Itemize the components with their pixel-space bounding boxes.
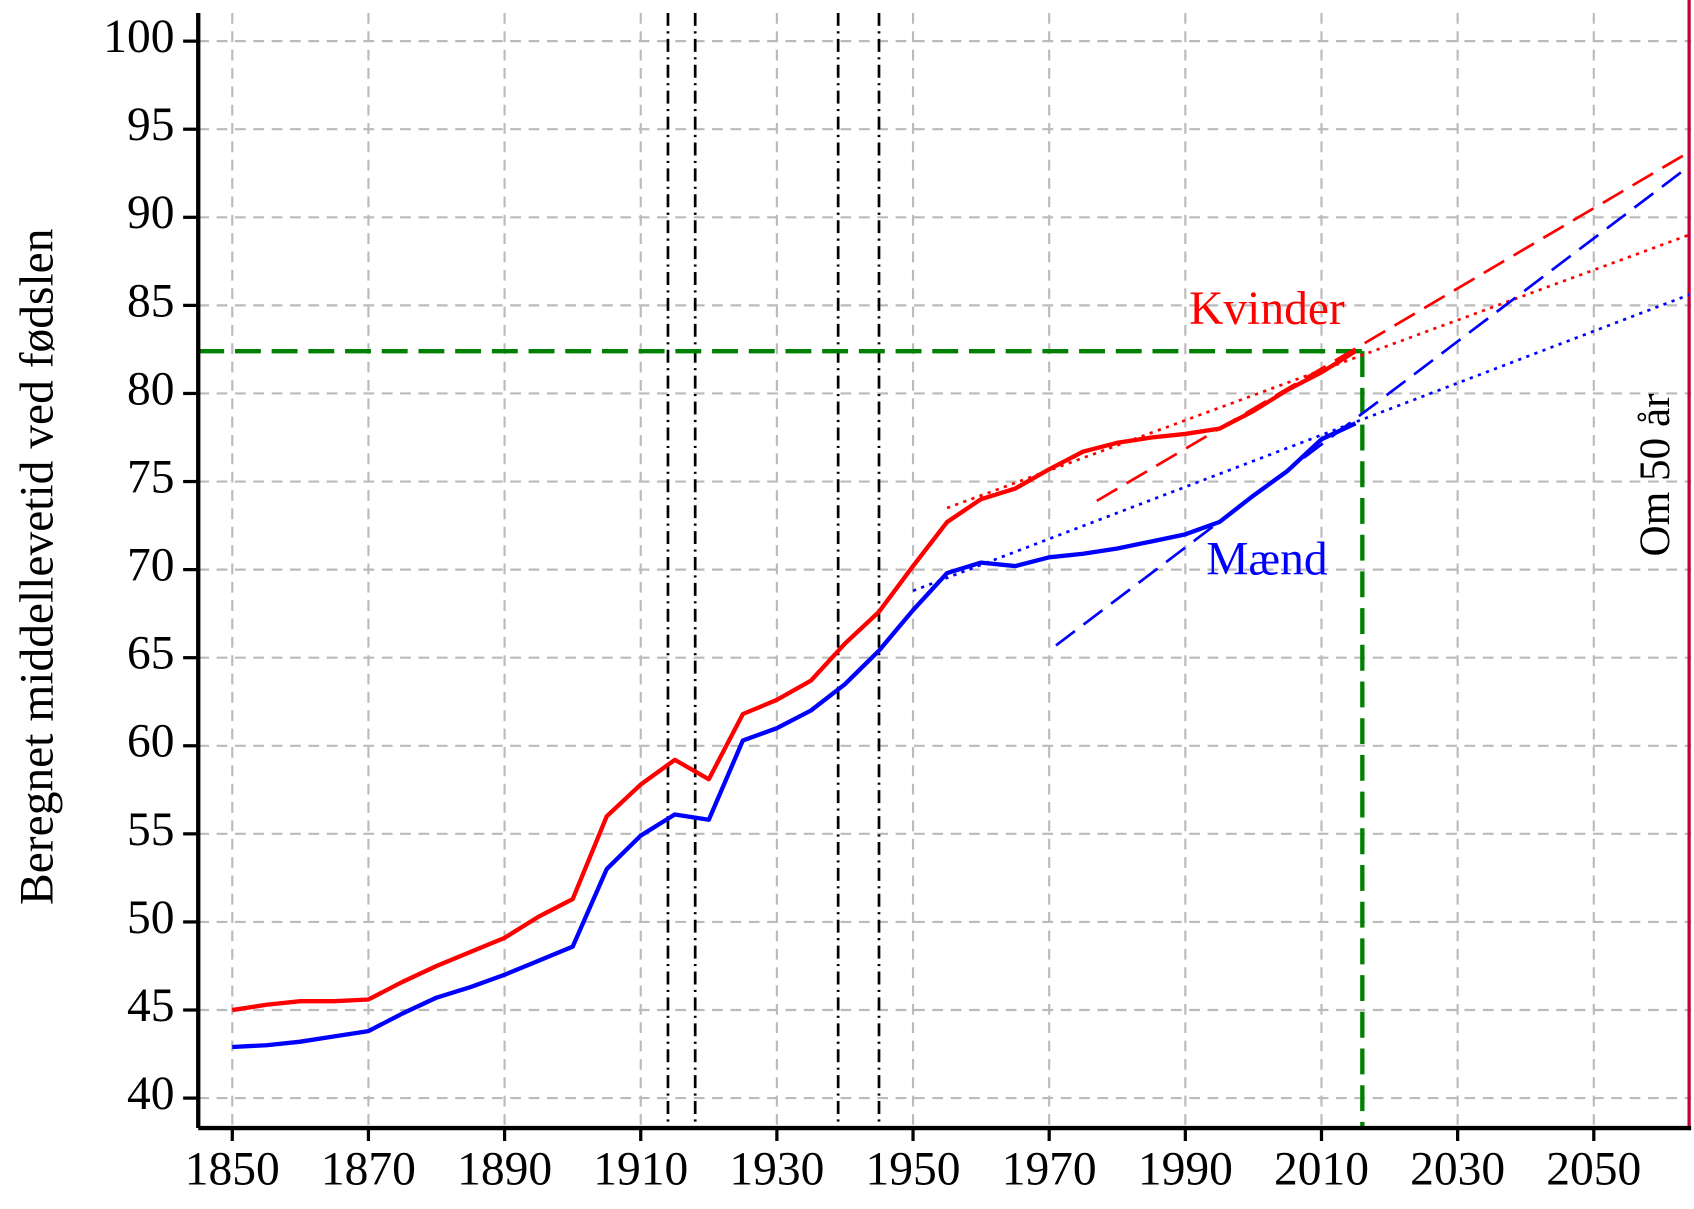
y-tick-label: 95	[127, 99, 174, 151]
x-tick-label: 1850	[185, 1143, 280, 1195]
y-tick-label: 90	[127, 187, 174, 239]
horizon-label: Om 50 år	[1632, 393, 1679, 556]
y-tick-label: 55	[127, 804, 174, 856]
trend-line	[1055, 165, 1690, 647]
y-tick-label: 85	[127, 275, 174, 327]
x-tick-label: 2050	[1546, 1143, 1641, 1195]
series-line	[231, 349, 1357, 1013]
y-tick-label: 80	[127, 363, 174, 415]
y-tick-label: 65	[127, 628, 174, 680]
y-axis-label: Beregnet middellevetid ved fødslen	[12, 228, 64, 905]
y-tick-label: 50	[127, 892, 174, 944]
y-tick-label: 45	[127, 980, 174, 1032]
y-tick-label: 100	[103, 11, 174, 63]
x-tick-label: 1890	[457, 1143, 552, 1195]
x-tick-label: 1930	[729, 1143, 824, 1195]
x-tick-label: 1950	[866, 1143, 961, 1195]
trend-line	[946, 233, 1690, 510]
x-tick-label: 1970	[1002, 1143, 1097, 1195]
y-tick-label: 40	[127, 1068, 174, 1120]
x-tick-label: 2010	[1274, 1143, 1369, 1195]
trend-line	[1096, 150, 1690, 503]
series-line	[232, 421, 1357, 1050]
x-tick-label: 1990	[1138, 1143, 1233, 1195]
x-tick-label: 1910	[593, 1143, 688, 1195]
y-tick-label: 75	[127, 451, 174, 503]
trend-line	[912, 293, 1690, 593]
series-label: Kvinder	[1189, 283, 1345, 335]
y-tick-label: 60	[127, 716, 174, 768]
x-tick-label: 1870	[321, 1143, 416, 1195]
y-tick-label: 70	[127, 540, 174, 592]
series-label: Mænd	[1206, 533, 1328, 585]
x-tick-label: 2030	[1410, 1143, 1505, 1195]
